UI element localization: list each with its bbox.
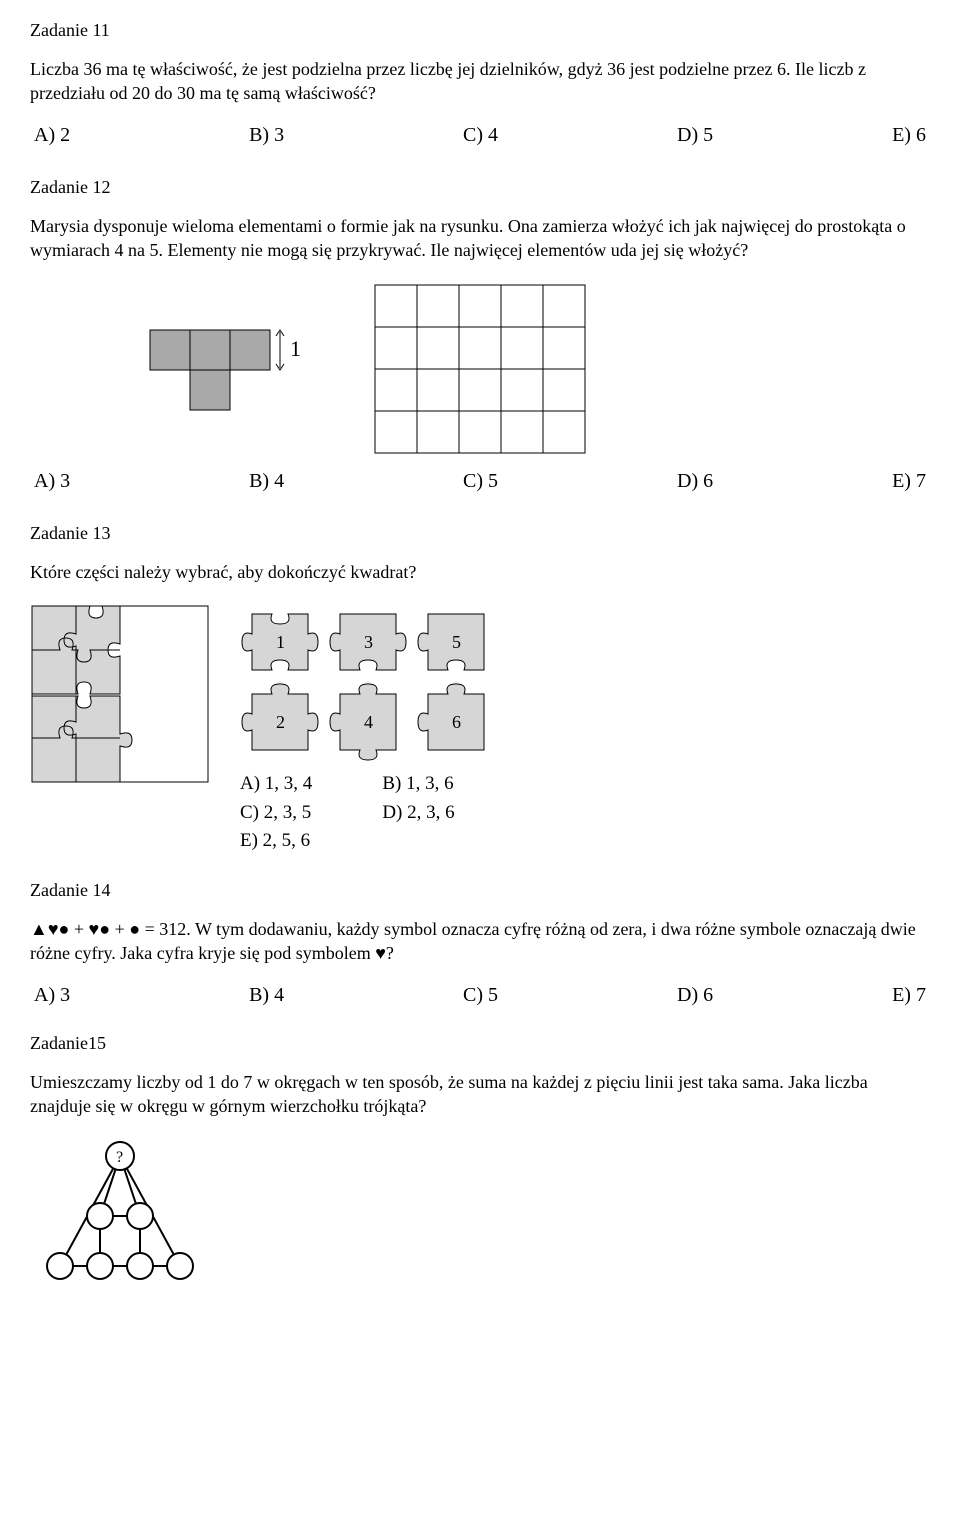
task-13-answers: A) 1, 3, 4 C) 2, 3, 5 E) 2, 5, 6 B) 1, 3… bbox=[240, 770, 500, 856]
top-vertex-label: ? bbox=[116, 1149, 123, 1166]
answer-a: A) 1, 3, 4 bbox=[240, 770, 312, 799]
task-12: Zadanie 12 Marysia dysponuje wieloma ele… bbox=[30, 177, 930, 494]
piece-shape: 1 bbox=[140, 320, 310, 420]
task-15-body: Umieszczamy liczby od 1 do 7 w okręgach … bbox=[30, 1070, 930, 1119]
puzzle-pieces-and-answers: 1 3 5 2 bbox=[240, 604, 500, 856]
answer-d: D) 5 bbox=[677, 124, 713, 147]
answer-e: E) 7 bbox=[892, 984, 926, 1007]
svg-text:4: 4 bbox=[364, 712, 373, 732]
task-13-figures: 1 3 5 2 bbox=[30, 604, 930, 856]
task-11-answers: A) 2 B) 3 C) 4 D) 5 E) 6 bbox=[30, 124, 930, 147]
answer-e: E) 6 bbox=[892, 124, 926, 147]
answer-b: B) 4 bbox=[249, 984, 284, 1007]
task-11-body: Liczba 36 ma tę właściwość, że jest podz… bbox=[30, 57, 930, 106]
task-14-answers: A) 3 B) 4 C) 5 D) 6 E) 7 bbox=[30, 984, 930, 1007]
grid-5x4 bbox=[370, 280, 590, 460]
task-12-answers: A) 3 B) 4 C) 5 D) 6 E) 7 bbox=[30, 470, 930, 493]
answer-a: A) 3 bbox=[34, 470, 70, 493]
answer-b: B) 4 bbox=[249, 470, 284, 493]
task-15-title: Zadanie15 bbox=[30, 1033, 930, 1054]
svg-text:2: 2 bbox=[276, 712, 285, 732]
answer-c: C) 5 bbox=[463, 984, 498, 1007]
answer-d: D) 6 bbox=[677, 984, 713, 1007]
svg-text:6: 6 bbox=[452, 712, 461, 732]
task-14-body: ▲♥● + ♥● + ● = 312. W tym dodawaniu, każ… bbox=[30, 917, 930, 966]
task-14-title: Zadanie 14 bbox=[30, 880, 930, 901]
task-12-figures: 1 bbox=[140, 280, 930, 460]
answer-a: A) 2 bbox=[34, 124, 70, 147]
answer-a: A) 3 bbox=[34, 984, 70, 1007]
answer-b: B) 3 bbox=[249, 124, 284, 147]
piece-unit-label: 1 bbox=[290, 336, 301, 361]
task-11: Zadanie 11 Liczba 36 ma tę właściwość, ż… bbox=[30, 20, 930, 147]
task-13-body: Które części należy wybrać, aby dokończy… bbox=[30, 560, 930, 584]
task-14: Zadanie 14 ▲♥● + ♥● + ● = 312. W tym dod… bbox=[30, 880, 930, 1007]
task-15: Zadanie15 Umieszczamy liczby od 1 do 7 w… bbox=[30, 1033, 930, 1287]
task-14-equation: ▲♥● + ♥● + ● = 312. bbox=[30, 919, 195, 939]
answer-b: B) 1, 3, 6 bbox=[382, 770, 454, 799]
answer-d: D) 6 bbox=[677, 470, 713, 493]
answer-c: C) 2, 3, 5 bbox=[240, 799, 312, 828]
puzzle-pieces: 1 3 5 2 bbox=[240, 604, 500, 764]
svg-text:1: 1 bbox=[276, 632, 285, 652]
task-12-title: Zadanie 12 bbox=[30, 177, 930, 198]
answer-e: E) 7 bbox=[892, 470, 926, 493]
task-11-title: Zadanie 11 bbox=[30, 20, 930, 41]
answer-c: C) 4 bbox=[463, 124, 498, 147]
svg-text:3: 3 bbox=[364, 632, 373, 652]
task-12-body: Marysia dysponuje wieloma elementami o f… bbox=[30, 214, 930, 263]
answer-c: C) 5 bbox=[463, 470, 498, 493]
svg-text:5: 5 bbox=[452, 632, 461, 652]
triangle-graph: ? bbox=[40, 1136, 200, 1286]
puzzle-board bbox=[30, 604, 210, 784]
task-13: Zadanie 13 Które części należy wybrać, a… bbox=[30, 523, 930, 856]
answer-e: E) 2, 5, 6 bbox=[240, 827, 312, 856]
task-13-title: Zadanie 13 bbox=[30, 523, 930, 544]
answer-d: D) 2, 3, 6 bbox=[382, 799, 454, 828]
